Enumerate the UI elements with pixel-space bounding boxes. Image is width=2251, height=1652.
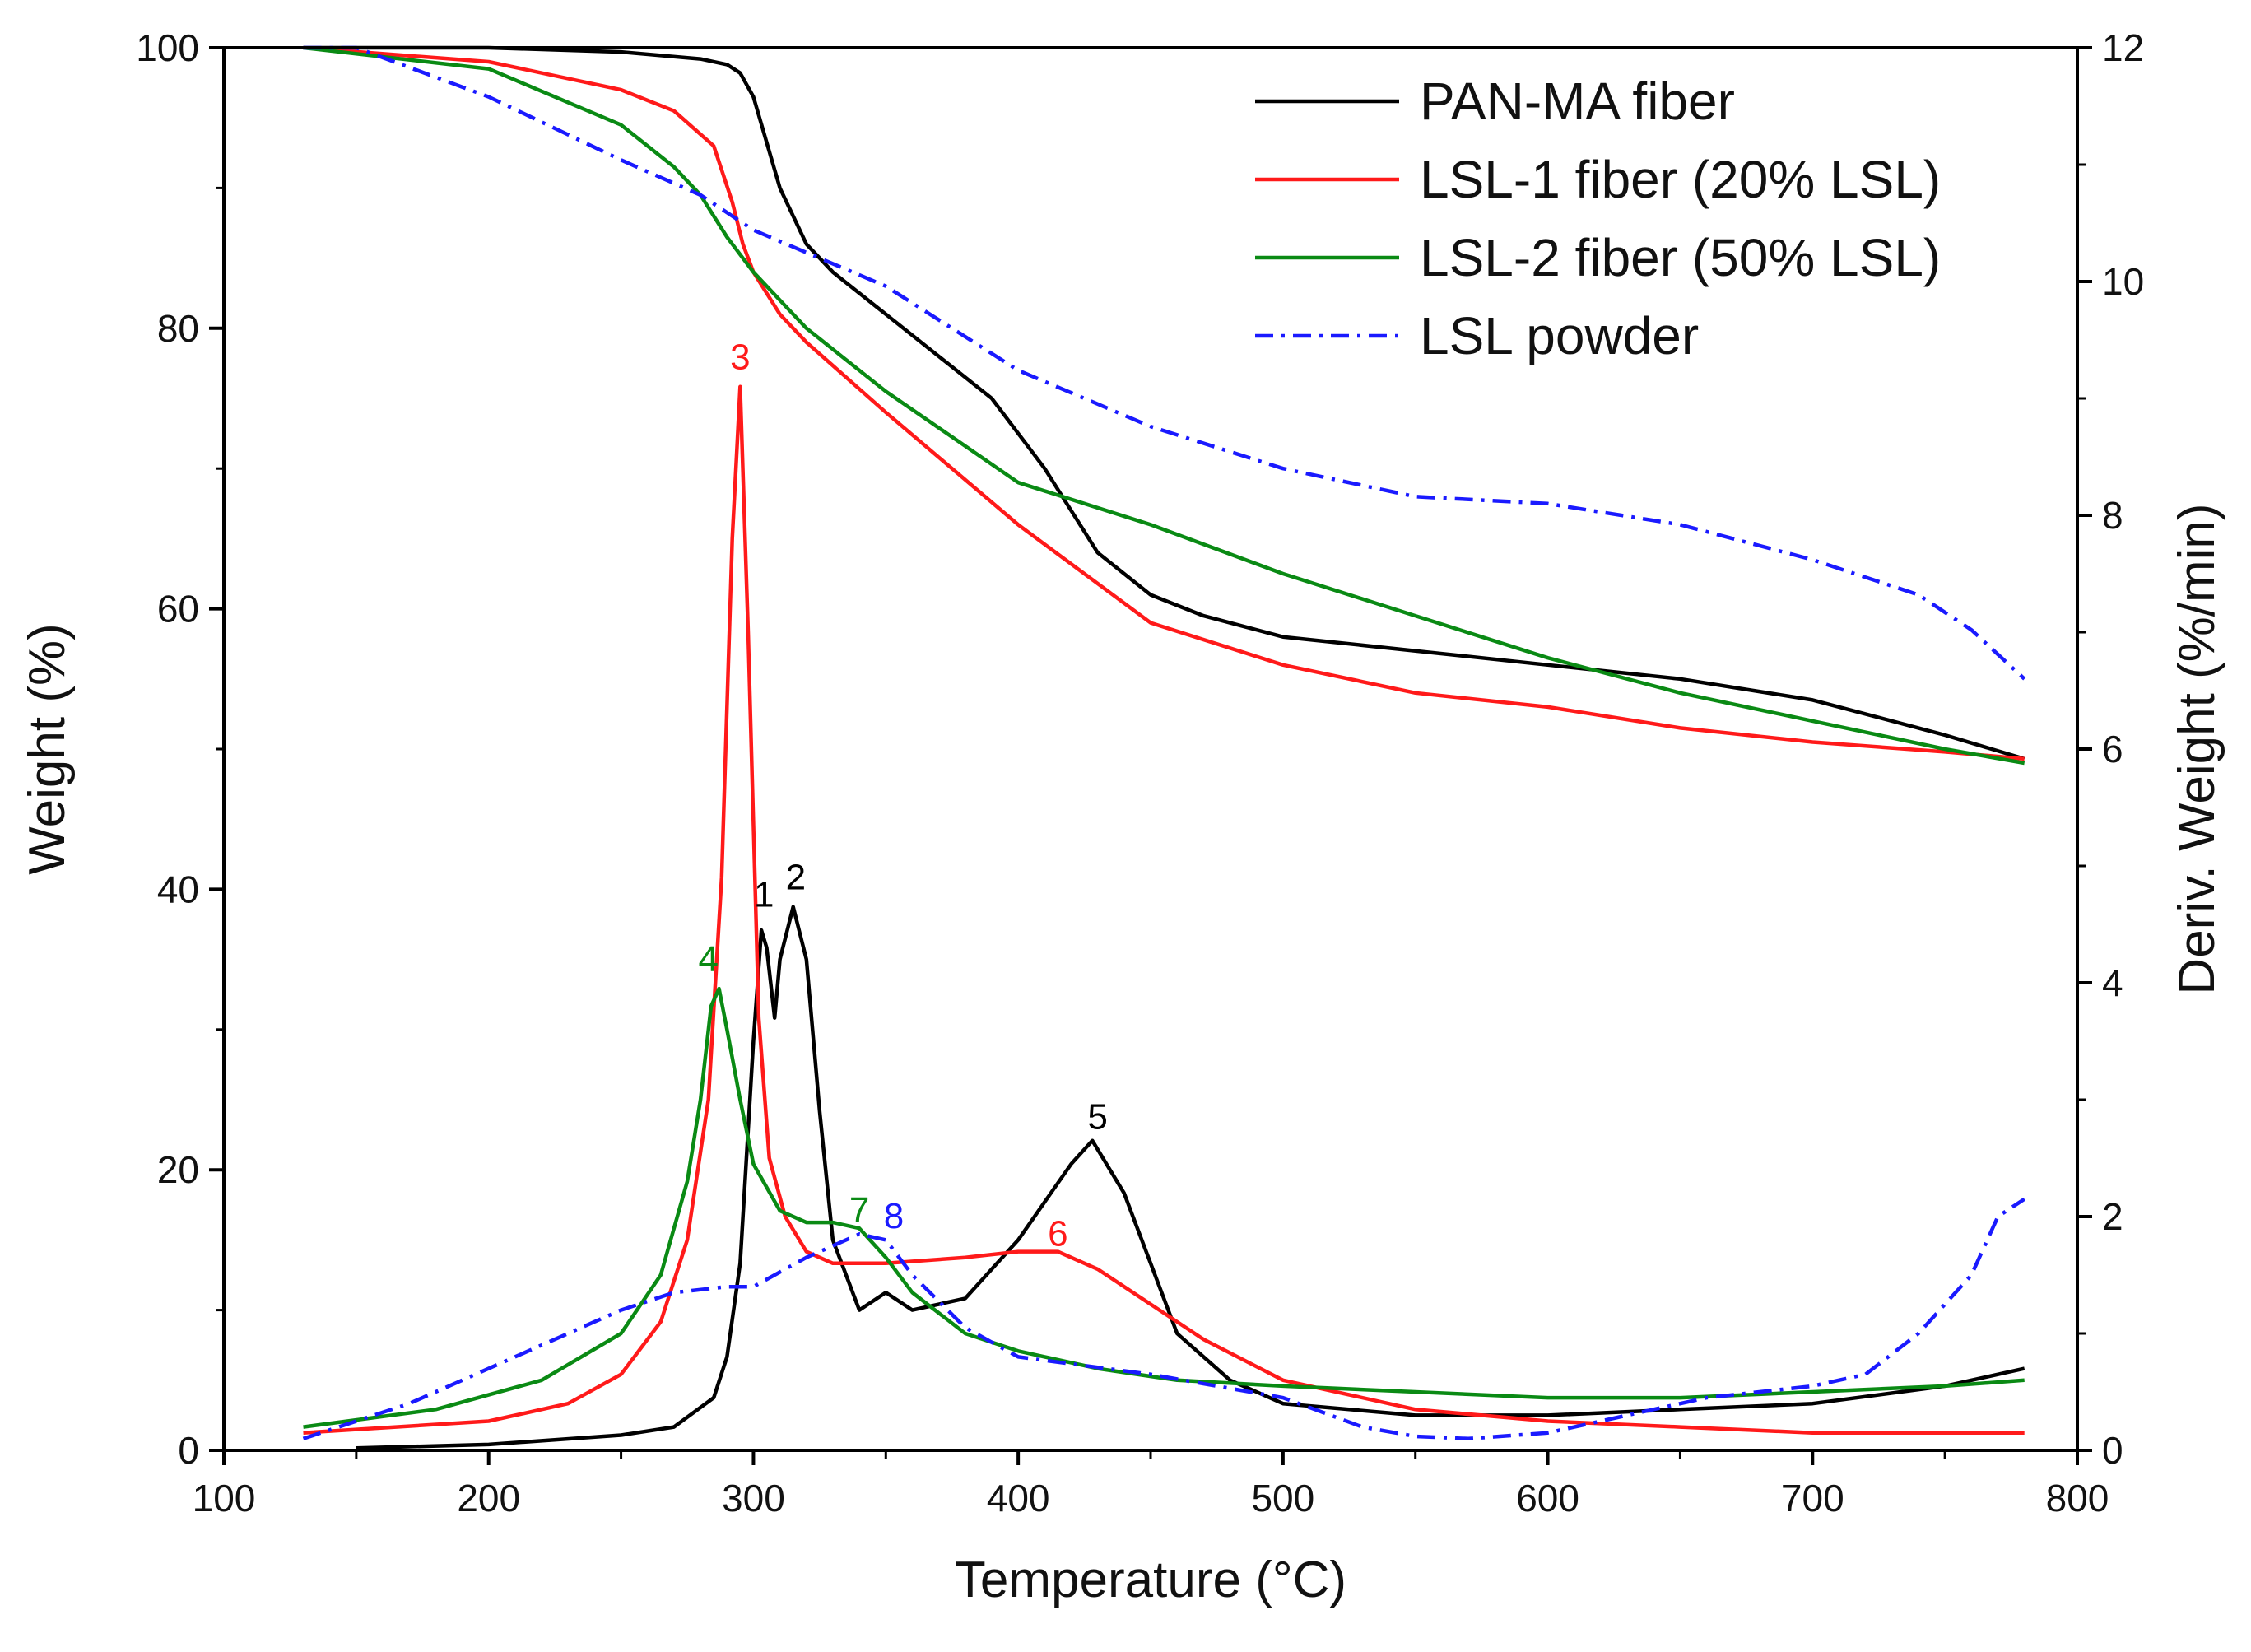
x-tick-label: 600 [1516, 1477, 1579, 1519]
y-right-tick-label: 0 [2102, 1429, 2123, 1472]
x-tick-label: 300 [722, 1477, 785, 1519]
x-tick-label: 200 [457, 1477, 520, 1519]
x-tick-label: 500 [1251, 1477, 1314, 1519]
y-left-tick-label: 0 [178, 1429, 199, 1472]
plot-content [302, 45, 2026, 1450]
deriv-curve-pan-ma [356, 905, 2025, 1450]
y-left-tick-label: 100 [136, 26, 199, 69]
peak-label-7: 7 [849, 1190, 869, 1231]
peak-labels: 1 2 3 4 5 6 7 8 [698, 337, 1107, 1254]
legend-label-pan-ma: PAN-MA fiber [1420, 72, 1735, 131]
weight-curve-lsl1 [303, 45, 2025, 761]
legend-label-lsl-powder: LSL powder [1420, 306, 1699, 365]
legend: PAN-MA fiber LSL-1 fiber (20% LSL) LSL-2… [1255, 72, 1941, 365]
peak-label-5: 5 [1087, 1097, 1107, 1138]
legend-label-lsl1: LSL-1 fiber (20% LSL) [1420, 150, 1941, 209]
weight-curve-lsl-powder [303, 45, 2026, 681]
weight-curve-lsl2 [303, 45, 2025, 766]
peak-label-1: 1 [754, 875, 774, 915]
y-right-tick-label: 8 [2102, 494, 2123, 537]
y-left-axis-title: Weight (%) [19, 623, 76, 875]
y-right-axis-title: Deriv. Weight (%/min) [2169, 503, 2225, 994]
y-right-axis-ticks: 0 2 4 6 8 10 12 [2077, 26, 2144, 1472]
y-right-tick-label: 12 [2102, 26, 2144, 69]
y-left-tick-label: 60 [157, 588, 199, 631]
y-right-tick-label: 2 [2102, 1195, 2123, 1238]
x-tick-label: 400 [987, 1477, 1050, 1519]
y-left-axis-ticks: 0 20 40 60 80 100 [136, 26, 224, 1472]
y-right-tick-label: 4 [2102, 961, 2123, 1004]
x-tick-label: 100 [193, 1477, 256, 1519]
peak-label-4: 4 [698, 939, 718, 980]
y-right-tick-label: 6 [2102, 728, 2123, 770]
deriv-curve-lsl2 [303, 986, 2025, 1429]
x-tick-label: 700 [1781, 1477, 1844, 1519]
weight-curve-pan-ma [303, 45, 2025, 761]
peak-label-8: 8 [884, 1196, 904, 1236]
y-left-tick-label: 80 [157, 307, 199, 350]
y-left-tick-label: 20 [157, 1148, 199, 1191]
y-left-tick-label: 40 [157, 868, 199, 910]
peak-label-2: 2 [786, 857, 806, 897]
y-right-tick-label: 10 [2102, 260, 2144, 303]
peak-label-6: 6 [1048, 1214, 1067, 1254]
x-tick-label: 800 [2046, 1477, 2109, 1519]
deriv-curve-lsl1 [303, 384, 2025, 1435]
x-axis-ticks: 100 200 300 400 500 600 700 800 [193, 1450, 2109, 1519]
x-axis-title: Temperature (°C) [955, 1552, 1346, 1608]
peak-label-3: 3 [730, 337, 750, 378]
deriv-curve-lsl-powder [302, 1197, 2025, 1441]
legend-label-lsl2: LSL-2 fiber (50% LSL) [1420, 228, 1941, 287]
